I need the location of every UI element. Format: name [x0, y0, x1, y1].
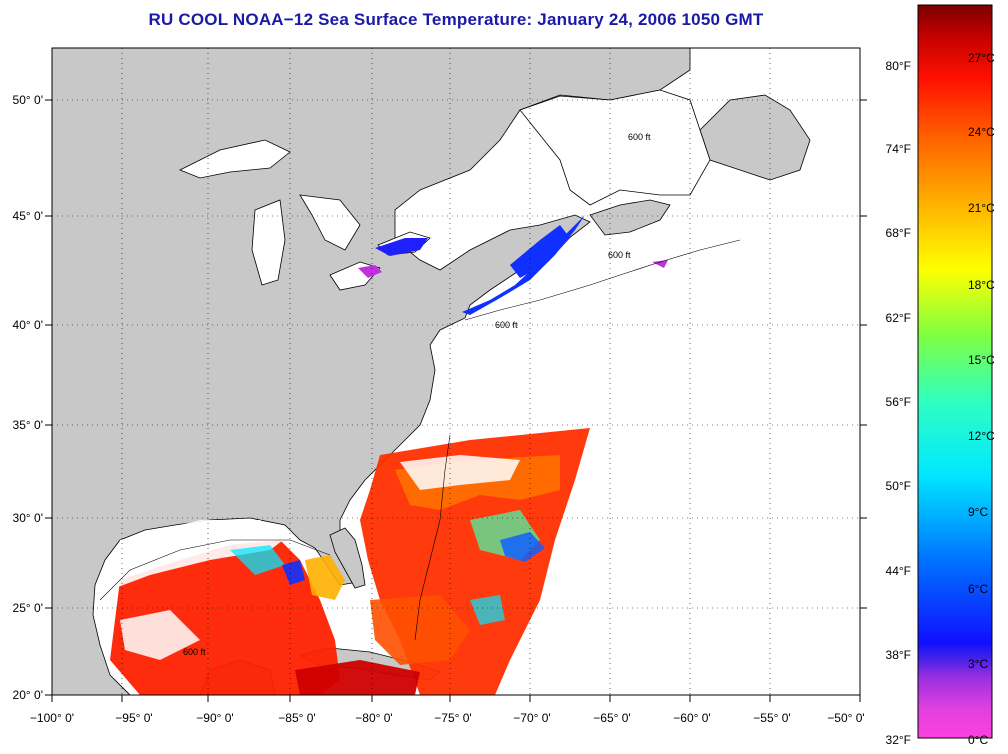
- land-north-america: [52, 48, 691, 695]
- lon-labels: −100° 0' −95° 0' −90° 0' −85° 0' −80° 0'…: [30, 711, 865, 725]
- lon-label: −85° 0': [278, 711, 315, 725]
- colorbar-c-label: 18°C: [968, 278, 995, 292]
- lon-label: −90° 0': [196, 711, 233, 725]
- colorbar-c-label: 21°C: [968, 201, 995, 215]
- colorbar-c-labels: 27°C 24°C 21°C 18°C 15°C 12°C 9°C 6°C 3°…: [968, 51, 995, 747]
- lon-label: −60° 0': [673, 711, 710, 725]
- lon-label: −80° 0': [355, 711, 392, 725]
- isobath-label: 600 ft: [495, 320, 518, 330]
- gulf-st-lawrence: [519, 89, 711, 206]
- colorbar-f-label: 50°F: [886, 479, 911, 493]
- colorbar-f-label: 32°F: [886, 733, 911, 747]
- lon-label: −50° 0': [827, 711, 864, 725]
- colorbar-c-label: 0°C: [968, 733, 988, 747]
- lon-label: −95° 0': [115, 711, 152, 725]
- lon-label: −65° 0': [593, 711, 630, 725]
- lat-label: 40° 0': [13, 318, 43, 332]
- colorbar-f-labels: 80°F 74°F 68°F 62°F 56°F 50°F 44°F 38°F …: [886, 59, 911, 747]
- lat-label: 35° 0': [13, 418, 43, 432]
- colorbar-f-label: 56°F: [886, 395, 911, 409]
- lat-label: 20° 0': [13, 688, 43, 702]
- map-border: [51, 47, 861, 696]
- lat-label: 50° 0': [13, 93, 43, 107]
- map-title: RU COOL NOAA−12 Sea Surface Temperature:…: [148, 10, 764, 29]
- colorbar-f-label: 62°F: [886, 311, 911, 325]
- isobath-label: 600 ft: [628, 132, 651, 142]
- colorbar-f-label: 68°F: [886, 226, 911, 240]
- land-florida: [329, 527, 366, 589]
- colorbar-c-label: 15°C: [968, 353, 995, 367]
- colorbar-c-label: 12°C: [968, 429, 995, 443]
- colorbar-c-label: 3°C: [968, 657, 988, 671]
- lat-label: 25° 0': [13, 601, 43, 615]
- colorbar-c-label: 6°C: [968, 582, 988, 596]
- colorbar-f-label: 38°F: [886, 648, 911, 662]
- lon-label: −75° 0': [434, 711, 471, 725]
- lat-label: 30° 0': [13, 511, 43, 525]
- isobath-label: 600 ft: [608, 250, 631, 260]
- lon-label: −70° 0': [513, 711, 550, 725]
- lon-label: −100° 0': [30, 711, 74, 725]
- colorbar-f-label: 80°F: [886, 59, 911, 73]
- lat-labels: 50° 0' 45° 0' 40° 0' 35° 0' 30° 0' 25° 0…: [13, 93, 43, 702]
- sst-northeast: [358, 215, 668, 315]
- colorbar-f-label: 44°F: [886, 564, 911, 578]
- colorbar-c-label: 24°C: [968, 125, 995, 139]
- isobath-label: 600 ft: [183, 647, 206, 657]
- colorbar-c-label: 9°C: [968, 505, 988, 519]
- colorbar-c-label: 27°C: [968, 51, 995, 65]
- lon-label: −55° 0': [753, 711, 790, 725]
- land-newfoundland: [699, 94, 811, 181]
- colorbar-f-label: 74°F: [886, 142, 911, 156]
- isobath-600ft: [99, 239, 741, 641]
- sst-swath: [110, 428, 590, 695]
- lat-label: 45° 0': [13, 209, 43, 223]
- colorbar: [917, 4, 993, 739]
- great-lakes: [179, 139, 431, 291]
- axis-ticks: [45, 99, 867, 702]
